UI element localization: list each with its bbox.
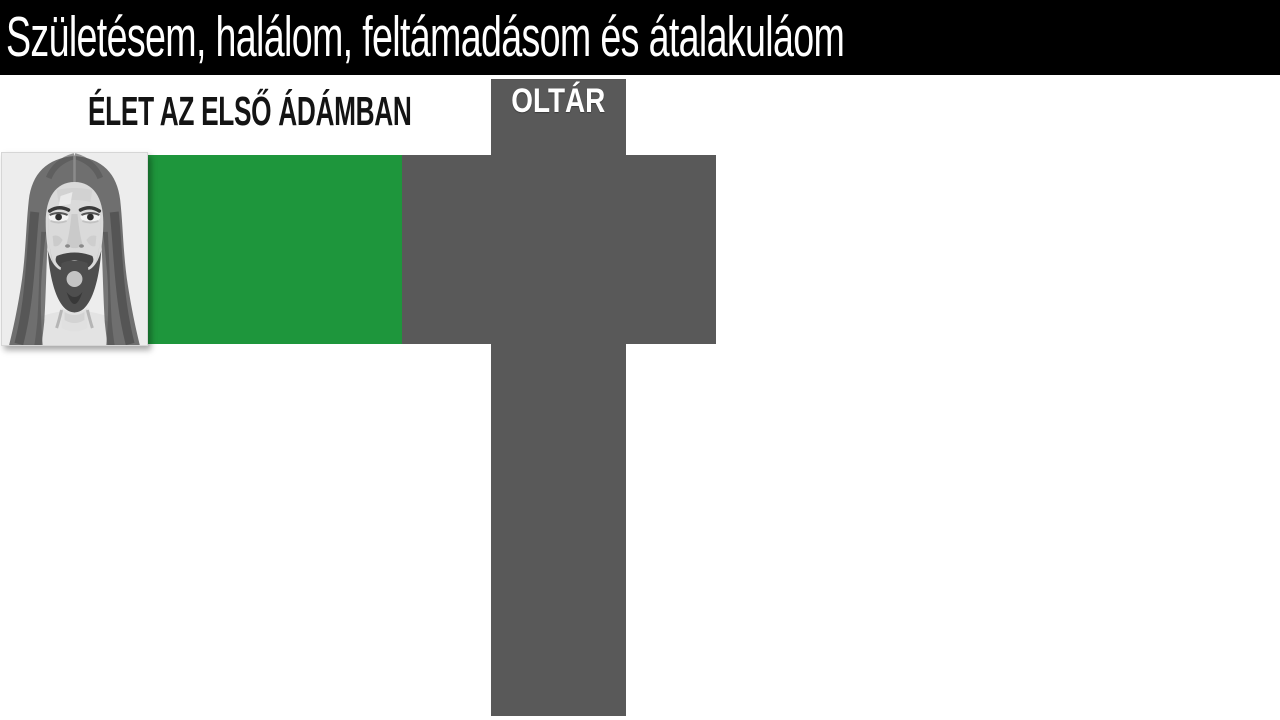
- timeline-green-segment: [148, 155, 402, 344]
- jesus-portrait-icon: [1, 152, 148, 346]
- slide-title: Születésem, halálom, feltámadásom és áta…: [6, 5, 845, 69]
- altar-label-text: OLTÁR: [511, 82, 606, 120]
- subtitle-block: ÉLET AZ ELSŐ ÁDÁMBAN: [88, 91, 594, 137]
- jesus-portrait-image: [1, 152, 148, 346]
- cross-horizontal-arm: [402, 155, 716, 344]
- title-bar: Születésem, halálom, feltámadásom és áta…: [0, 0, 1280, 75]
- altar-label-block: OLTÁR: [491, 84, 626, 118]
- subtitle-text: ÉLET AZ ELSŐ ÁDÁMBAN: [88, 88, 412, 134]
